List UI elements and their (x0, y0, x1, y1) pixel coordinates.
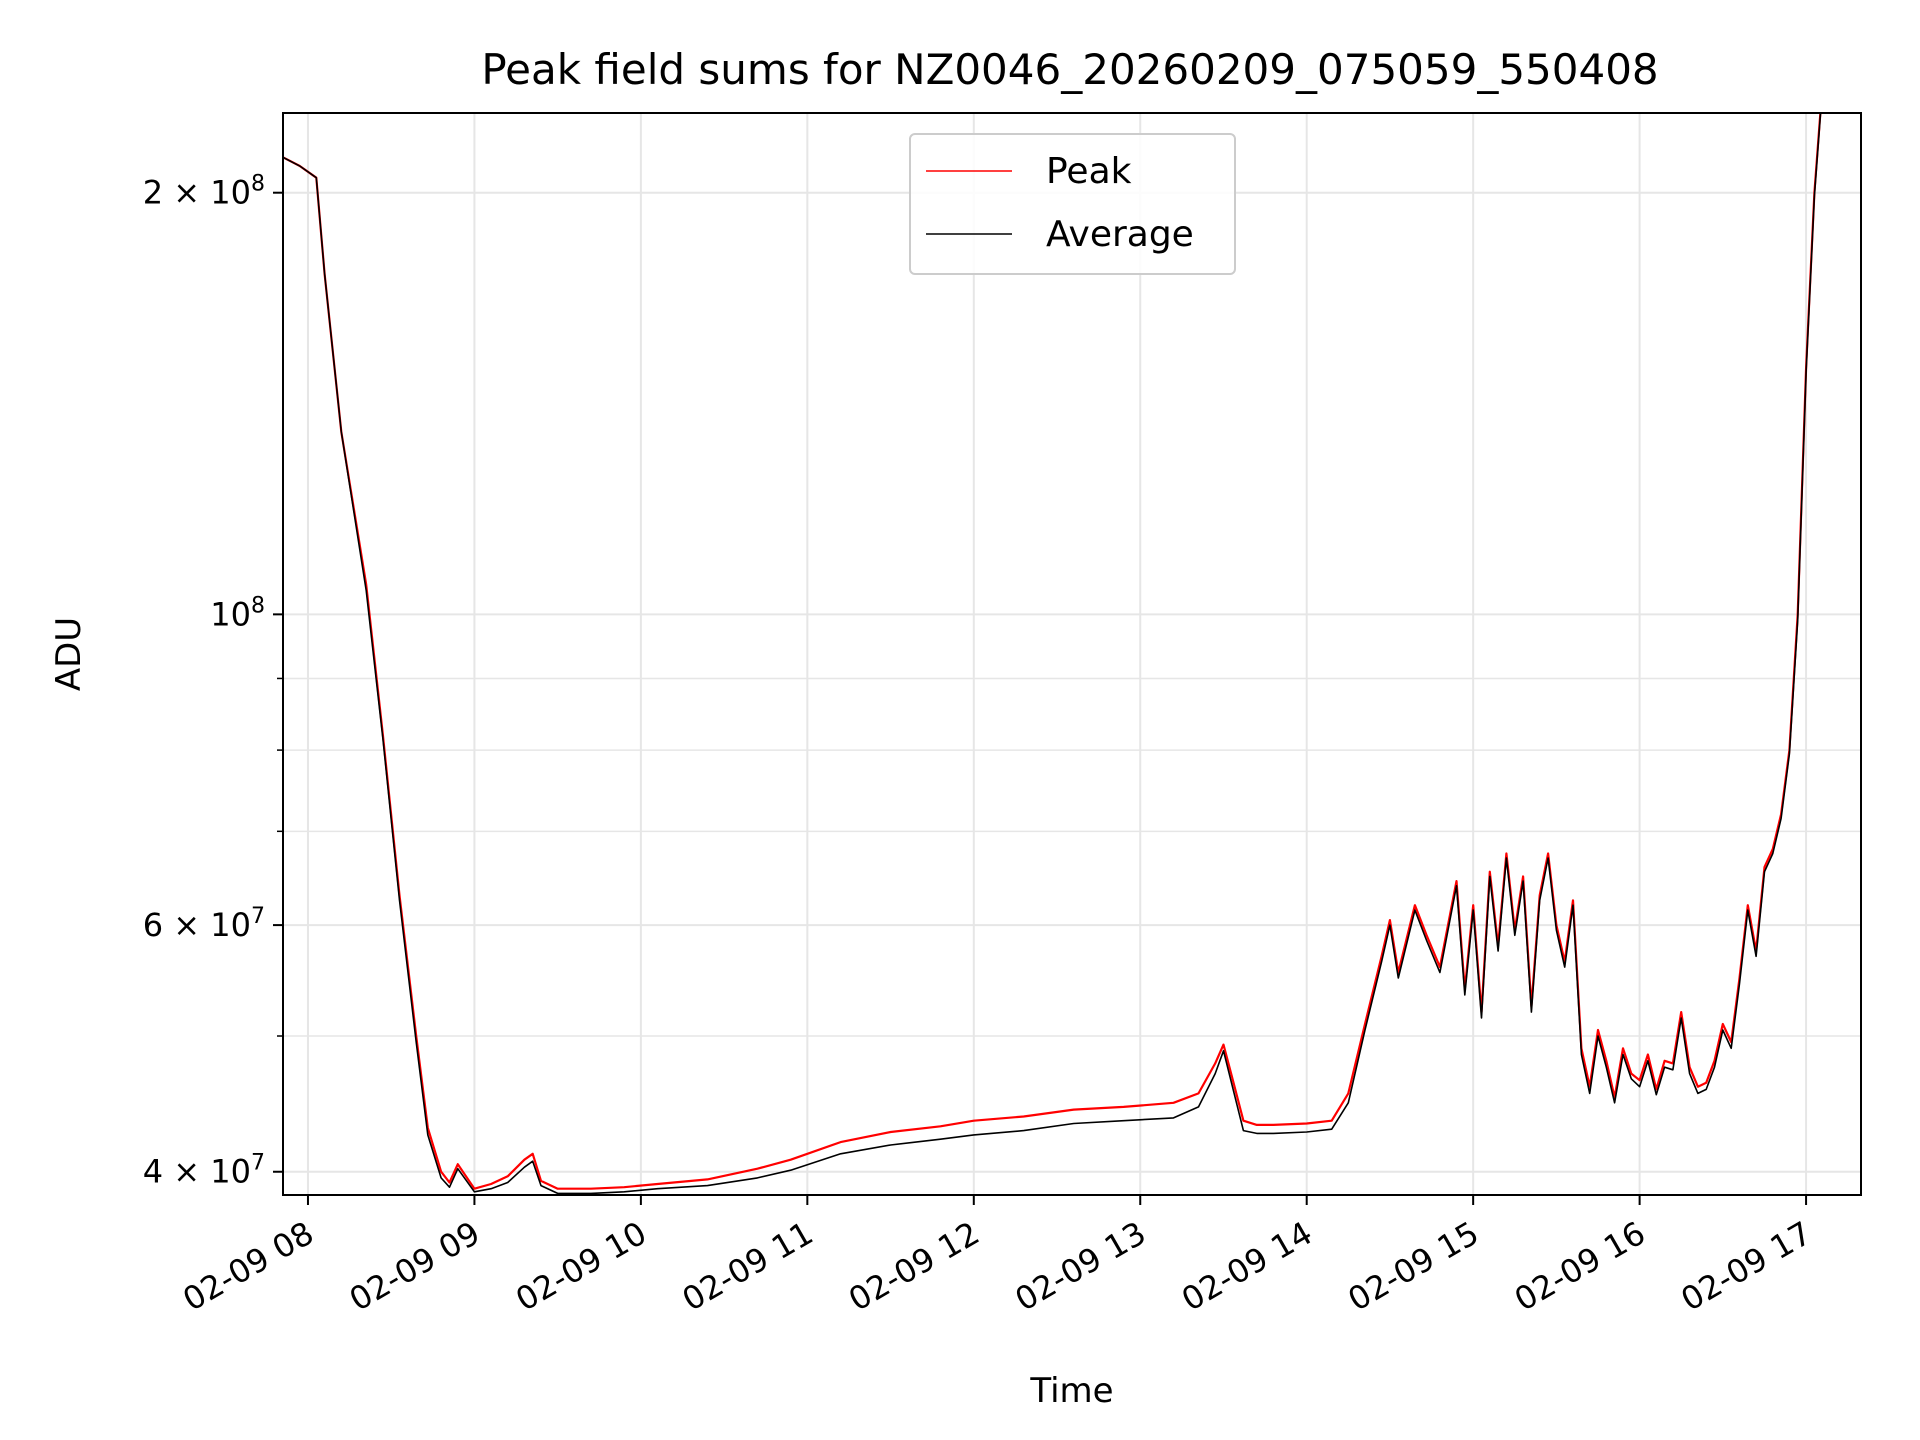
plot-area-frame (282, 112, 1862, 1196)
legend: Peak Average (909, 133, 1236, 275)
legend-average-label: Average (1046, 214, 1194, 255)
legend-peak-label: Peak (1046, 151, 1132, 192)
series-line-average (283, 113, 1822, 1195)
y-tick-label: 2 × 108 (143, 172, 265, 212)
y-axis-label: ADU (49, 617, 89, 691)
series-layer (283, 113, 1822, 1195)
x-axis-label: Time (1029, 1371, 1113, 1411)
legend-box (909, 133, 1236, 275)
y-tick-label: 4 × 107 (143, 1151, 265, 1191)
series-line-peak (283, 113, 1822, 1190)
y-tick-label: 108 (210, 593, 265, 633)
y-tick-label: 6 × 107 (143, 904, 265, 944)
chart-title: Peak field sums for NZ0046_20260209_0750… (481, 45, 1658, 94)
